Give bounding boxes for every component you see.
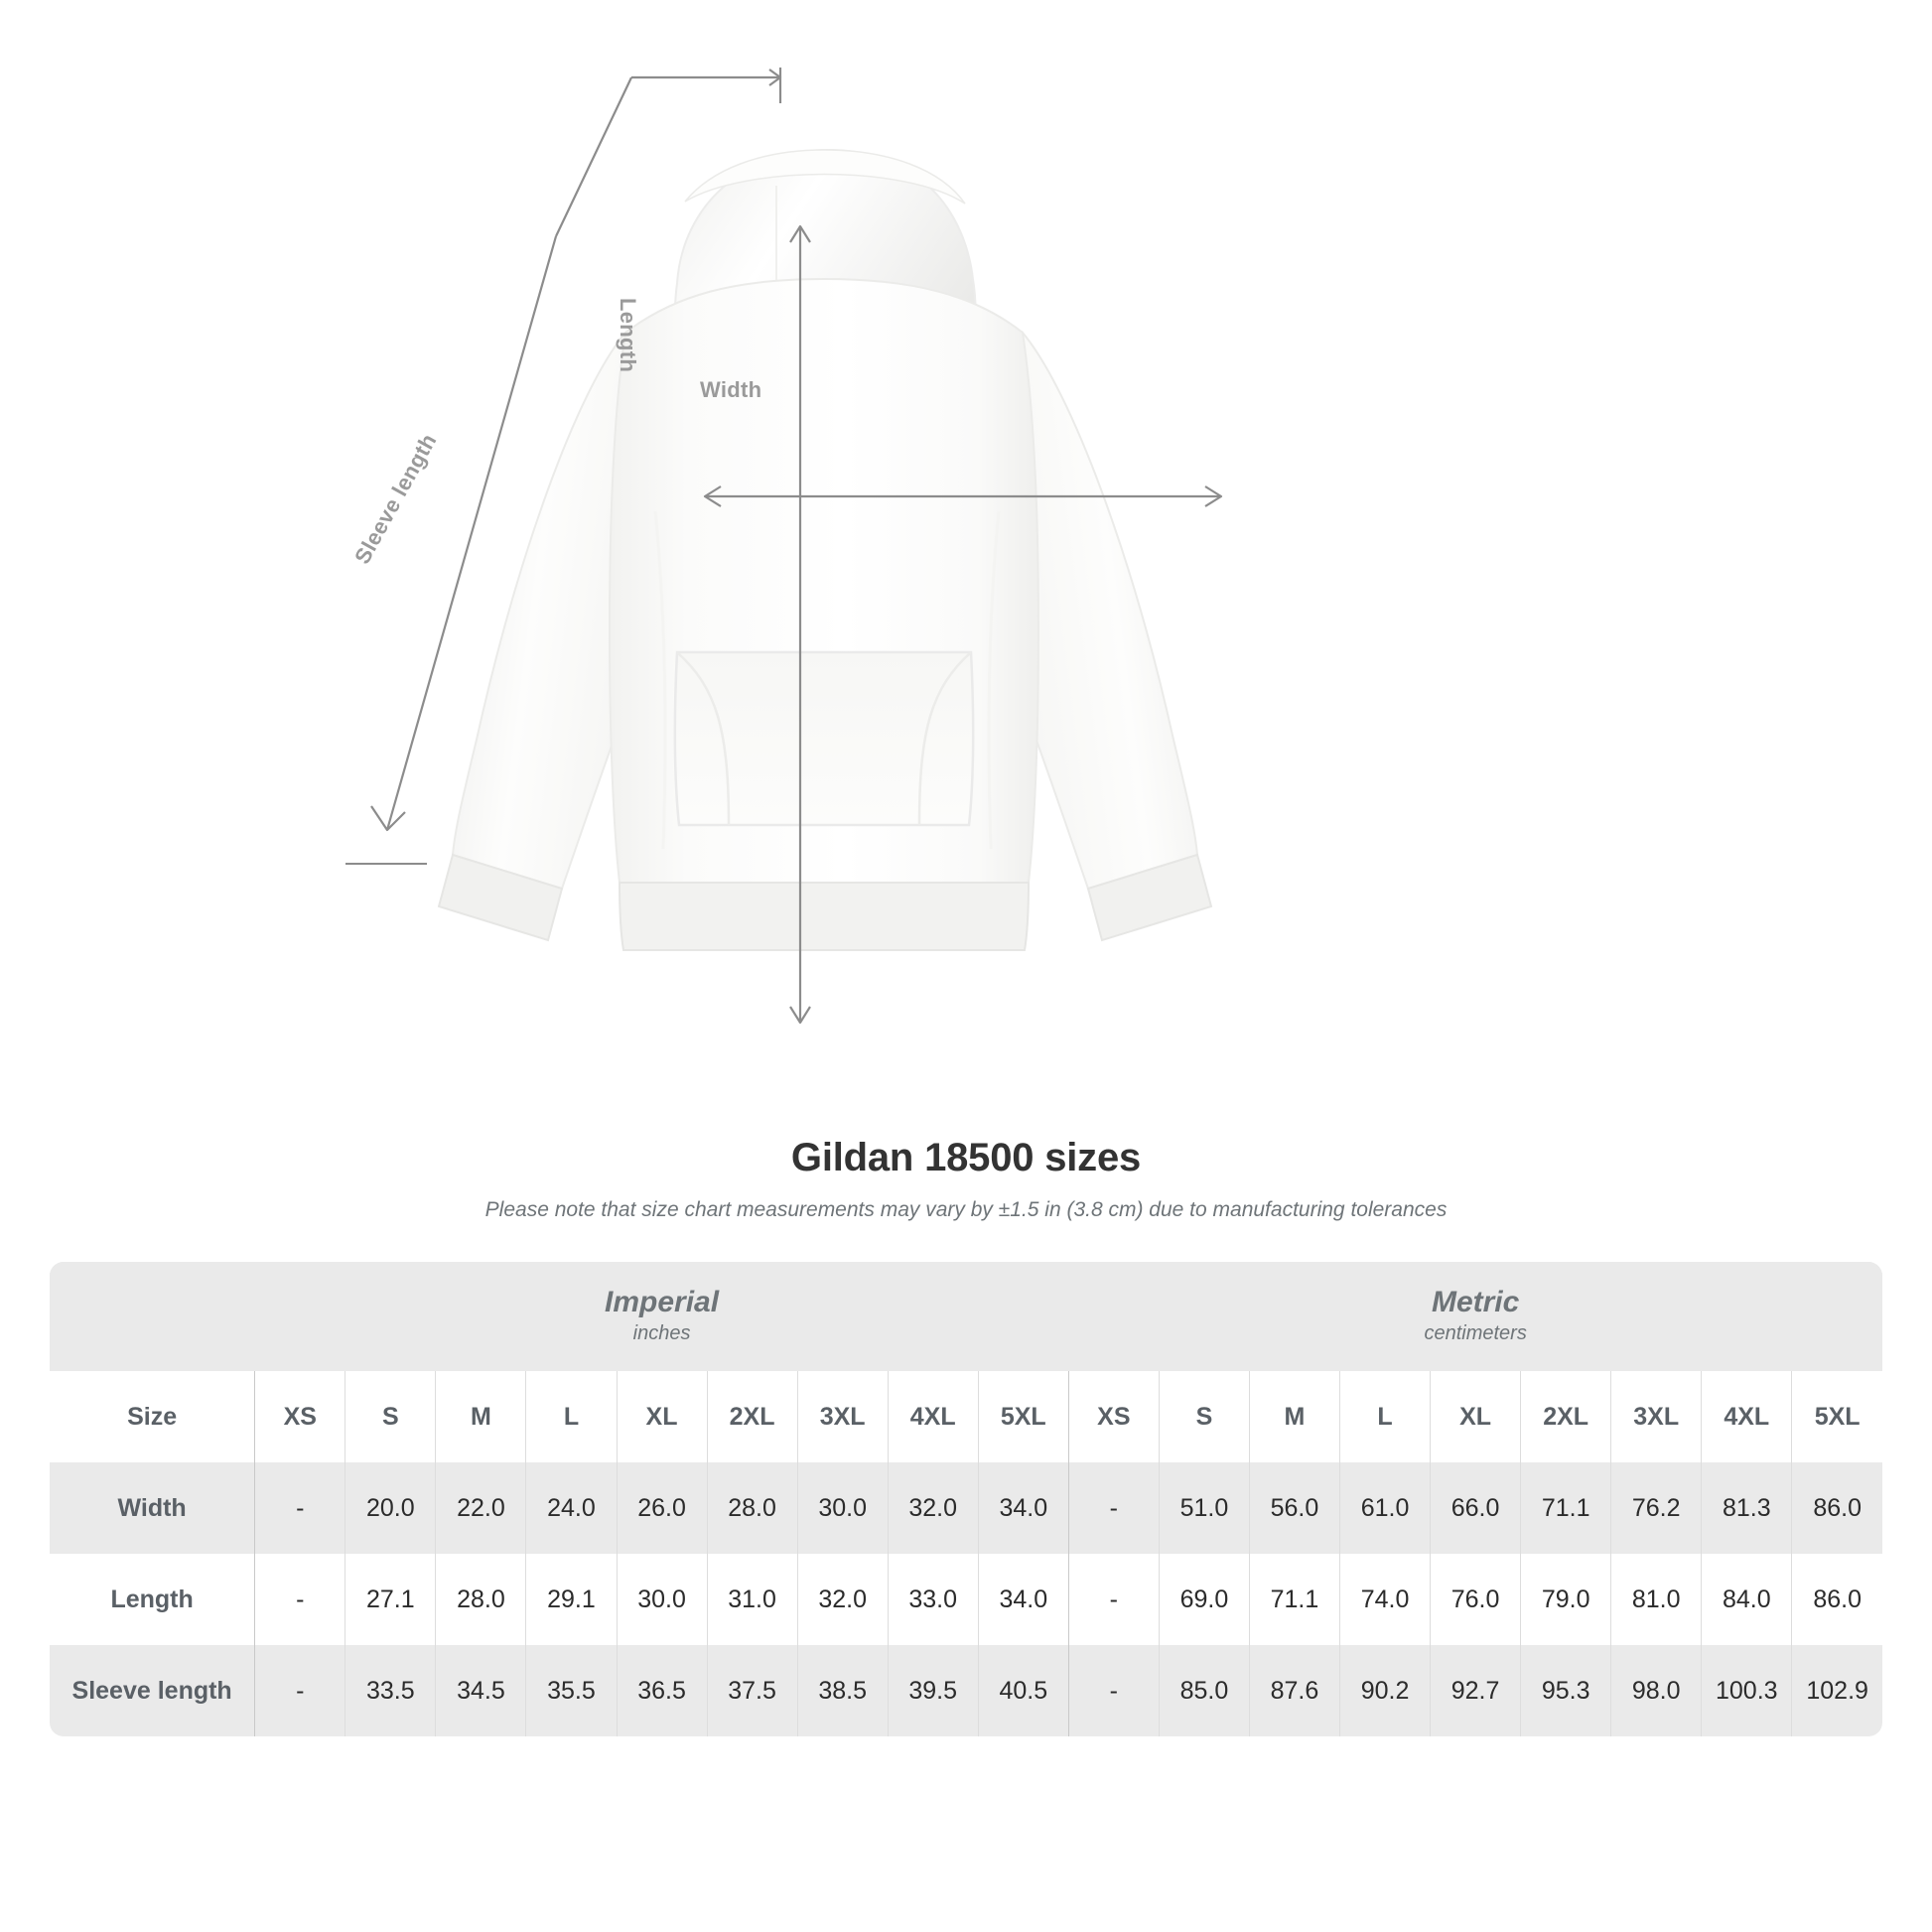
diagram-label-width: Width bbox=[700, 377, 762, 402]
table-row: Length -27.1 28.0 29.1 30.0 31.0 32.0 33.0 34.0-… bbox=[50, 1554, 1882, 1645]
size-column-header-metric-4xl: 4XL bbox=[1701, 1371, 1792, 1462]
measurement-lines bbox=[345, 68, 1223, 1025]
cell-width-metric-m: 56.0 bbox=[1248, 1462, 1340, 1554]
cell-width-metric-2xl: 71.1 bbox=[1520, 1462, 1611, 1554]
cell-width-imperial-2xl: 28.0 bbox=[706, 1462, 798, 1554]
size-column-header-metric-xl: XL bbox=[1430, 1371, 1521, 1462]
size-header-row: Size XS S M L XL 2XL 3XL 4XL 5XL XS S M L XL 2XL 3XL 4XL 5… bbox=[50, 1371, 1882, 1462]
size-column-header-metric-s: S bbox=[1158, 1371, 1250, 1462]
cell-length-imperial-m: 28.0 bbox=[435, 1554, 526, 1645]
cell-sleeve-length-metric-3xl: 98.0 bbox=[1610, 1645, 1702, 1736]
unit-header-imperial: Imperial inches bbox=[254, 1262, 1069, 1371]
cell-sleeve-length-imperial-l: 35.5 bbox=[525, 1645, 617, 1736]
garment-diagram: Length Width Sleeve length bbox=[345, 68, 1223, 1025]
cell-sleeve-length-metric-m: 87.6 bbox=[1248, 1645, 1340, 1736]
cell-width-imperial-s: 20.0 bbox=[345, 1462, 436, 1554]
size-chart-table-wrap: Imperial inches Metric centimeters Size XS S M L… bbox=[50, 1262, 1882, 1736]
cell-sleeve-length-imperial-xl: 36.5 bbox=[616, 1645, 708, 1736]
size-column-header-metric-xs: XS bbox=[1067, 1371, 1160, 1462]
hoodie-illustration-image bbox=[437, 148, 1213, 951]
size-column-header-imperial-m: M bbox=[435, 1371, 526, 1462]
cell-length-metric-xl: 76.0 bbox=[1430, 1554, 1521, 1645]
table-row: Width -20.0 22.0 24.0 26.0 28.0 30.0 32.0 34.0-5… bbox=[50, 1462, 1882, 1554]
cell-length-metric-l: 74.0 bbox=[1338, 1554, 1431, 1645]
cell-length-imperial-s: 27.1 bbox=[345, 1554, 436, 1645]
cell-length-imperial-4xl: 33.0 bbox=[887, 1554, 979, 1645]
cell-length-imperial-l: 29.1 bbox=[525, 1554, 617, 1645]
unit-name-imperial: Imperial bbox=[605, 1285, 720, 1318]
cell-width-metric-3xl: 76.2 bbox=[1610, 1462, 1702, 1554]
size-column-header-imperial-3xl: 3XL bbox=[796, 1371, 889, 1462]
cell-width-metric-5xl: 86.0 bbox=[1791, 1462, 1882, 1554]
unit-sub-metric: centimeters bbox=[1424, 1322, 1527, 1345]
cell-sleeve-length-imperial-xs: - bbox=[254, 1645, 345, 1736]
cell-sleeve-length-metric-s: 85.0 bbox=[1158, 1645, 1250, 1736]
size-column-header-metric-2xl: 2XL bbox=[1520, 1371, 1611, 1462]
row-label-length: Length bbox=[50, 1554, 255, 1645]
size-column-header-metric-m: M bbox=[1248, 1371, 1340, 1462]
cell-sleeve-length-imperial-4xl: 39.5 bbox=[887, 1645, 979, 1736]
cell-length-metric-2xl: 79.0 bbox=[1520, 1554, 1611, 1645]
size-column-header-metric-5xl: 5XL bbox=[1791, 1371, 1882, 1462]
unit-band-spacer bbox=[50, 1262, 255, 1371]
cell-width-metric-s: 51.0 bbox=[1158, 1462, 1250, 1554]
cell-sleeve-length-metric-2xl: 95.3 bbox=[1520, 1645, 1611, 1736]
cell-width-imperial-xs: - bbox=[254, 1462, 345, 1554]
size-column-header-imperial-s: S bbox=[345, 1371, 436, 1462]
cell-sleeve-length-imperial-m: 34.5 bbox=[435, 1645, 526, 1736]
size-column-header-imperial-xl: XL bbox=[616, 1371, 708, 1462]
cell-width-imperial-5xl: 34.0 bbox=[977, 1462, 1069, 1554]
size-column-header-imperial-l: L bbox=[525, 1371, 617, 1462]
cell-length-imperial-5xl: 34.0 bbox=[977, 1554, 1069, 1645]
cell-length-metric-5xl: 86.0 bbox=[1791, 1554, 1882, 1645]
cell-length-imperial-3xl: 32.0 bbox=[796, 1554, 889, 1645]
cell-width-metric-l: 61.0 bbox=[1338, 1462, 1431, 1554]
cell-length-imperial-xl: 30.0 bbox=[616, 1554, 708, 1645]
size-column-header-metric-l: L bbox=[1338, 1371, 1431, 1462]
cell-sleeve-length-imperial-2xl: 37.5 bbox=[706, 1645, 798, 1736]
size-column-header-imperial-4xl: 4XL bbox=[887, 1371, 979, 1462]
cell-width-imperial-l: 24.0 bbox=[525, 1462, 617, 1554]
cell-width-metric-xl: 66.0 bbox=[1430, 1462, 1521, 1554]
cell-sleeve-length-metric-l: 90.2 bbox=[1338, 1645, 1431, 1736]
cell-sleeve-length-imperial-s: 33.5 bbox=[345, 1645, 436, 1736]
cell-length-metric-4xl: 84.0 bbox=[1701, 1554, 1792, 1645]
cell-sleeve-length-metric-5xl: 102.9 bbox=[1791, 1645, 1882, 1736]
cell-width-imperial-xl: 26.0 bbox=[616, 1462, 708, 1554]
size-column-header-imperial-5xl: 5XL bbox=[977, 1371, 1069, 1462]
unit-name-metric: Metric bbox=[1431, 1285, 1520, 1318]
cell-length-metric-s: 69.0 bbox=[1158, 1554, 1250, 1645]
cell-length-metric-3xl: 81.0 bbox=[1610, 1554, 1702, 1645]
cell-sleeve-length-imperial-5xl: 40.5 bbox=[977, 1645, 1069, 1736]
cell-width-imperial-3xl: 30.0 bbox=[796, 1462, 889, 1554]
title-block: Gildan 18500 sizes Please note that size… bbox=[0, 1136, 1932, 1222]
size-column-header-imperial-2xl: 2XL bbox=[706, 1371, 798, 1462]
cell-length-imperial-xs: - bbox=[254, 1554, 345, 1645]
cell-length-imperial-2xl: 31.0 bbox=[706, 1554, 798, 1645]
cell-sleeve-length-metric-xs: - bbox=[1067, 1645, 1160, 1736]
cell-sleeve-length-imperial-3xl: 38.5 bbox=[796, 1645, 889, 1736]
unit-header-metric: Metric centimeters bbox=[1068, 1262, 1882, 1371]
page-subtitle: Please note that size chart measurements… bbox=[484, 1198, 1448, 1221]
table-row: Sleeve length -33.5 34.5 35.5 36.5 37.5 38.5 39… bbox=[50, 1645, 1882, 1736]
cell-width-imperial-4xl: 32.0 bbox=[887, 1462, 979, 1554]
size-column-header-metric-3xl: 3XL bbox=[1610, 1371, 1702, 1462]
unit-band-row: Imperial inches Metric centimeters bbox=[50, 1262, 1882, 1371]
row-label-sleeve-length: Sleeve length bbox=[50, 1645, 255, 1736]
size-column-header-imperial-xs: XS bbox=[254, 1371, 345, 1462]
cell-width-metric-xs: - bbox=[1067, 1462, 1160, 1554]
row-label-width: Width bbox=[50, 1462, 255, 1554]
cell-sleeve-length-metric-xl: 92.7 bbox=[1430, 1645, 1521, 1736]
page-title: Gildan 18500 sizes bbox=[790, 1136, 1142, 1179]
cell-length-metric-xs: - bbox=[1067, 1554, 1160, 1645]
unit-sub-imperial: inches bbox=[632, 1322, 691, 1345]
cell-sleeve-length-metric-4xl: 100.3 bbox=[1701, 1645, 1792, 1736]
cell-width-imperial-m: 22.0 bbox=[435, 1462, 526, 1554]
cell-length-metric-m: 71.1 bbox=[1248, 1554, 1340, 1645]
diagram-label-length: Length bbox=[616, 298, 640, 373]
size-header-label: Size bbox=[50, 1371, 255, 1462]
cell-width-metric-4xl: 81.3 bbox=[1701, 1462, 1792, 1554]
size-chart-table: Imperial inches Metric centimeters Size XS S M L… bbox=[50, 1262, 1882, 1736]
